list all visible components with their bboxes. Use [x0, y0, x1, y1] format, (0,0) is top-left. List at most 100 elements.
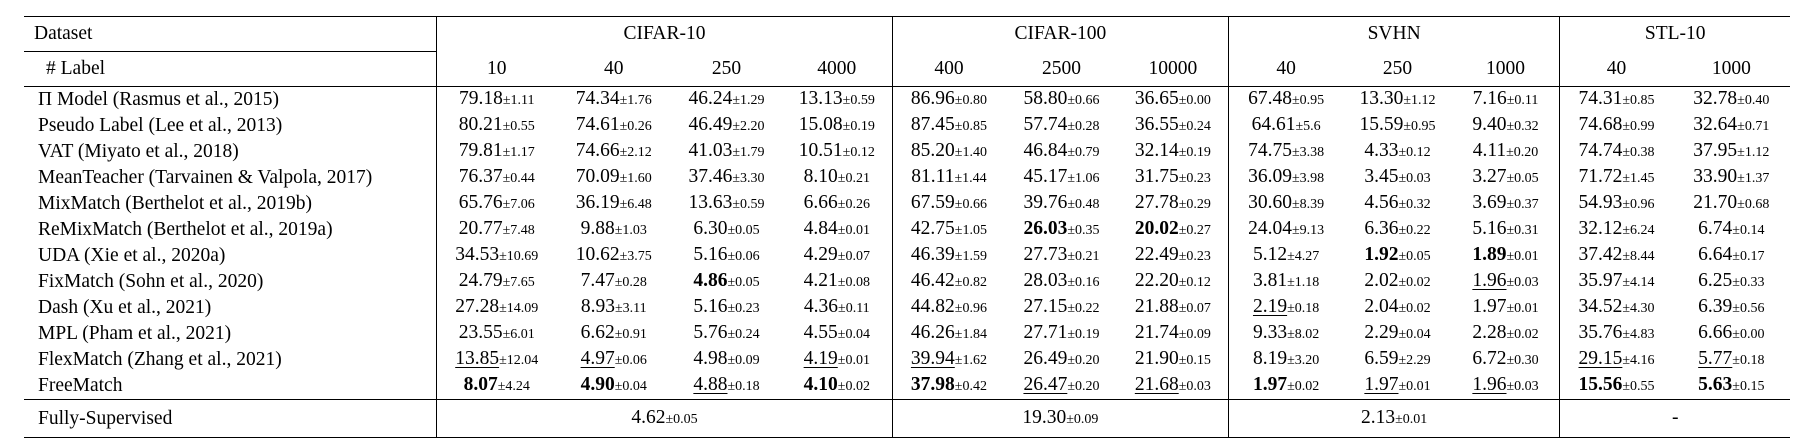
result-value: 46.49	[688, 114, 733, 135]
result-std: ±3.98	[1291, 171, 1325, 186]
result-std: ±0.35	[1067, 223, 1100, 238]
result-cell: 24.04±9.13	[1227, 217, 1344, 243]
fully-supervised-std: ±0.05	[665, 411, 698, 427]
result-cell: 21.70±0.68	[1673, 191, 1790, 217]
results-table: Dataset CIFAR-10 CIFAR-100 SVHN STL-10 #…	[24, 16, 1790, 438]
result-cell: 1.96±0.03	[1452, 269, 1560, 295]
result-std: ±2.20	[732, 119, 765, 134]
result-value: 74.34	[575, 88, 620, 109]
table-row: FlexMatch (Zhang et al., 2021) 13.85±12.0…	[24, 347, 1790, 373]
table-row: Dash (Xu et al., 2021) 27.28±14.09 8.93±3.…	[24, 295, 1790, 321]
result-value: 22.49	[1134, 244, 1179, 265]
result-std: ±0.16	[1067, 275, 1100, 290]
result-std: ±0.95	[1403, 119, 1436, 134]
result-cell: 2.02±0.02	[1343, 269, 1451, 295]
result-std: ±0.01	[837, 353, 870, 368]
result-value: 74.74	[1578, 140, 1623, 161]
result-cell: 5.77±0.18	[1673, 347, 1790, 373]
fully-supervised-value: -	[1671, 406, 1679, 428]
result-cell: 4.84±0.01	[782, 217, 893, 243]
result-cell: 5.12±4.27	[1227, 243, 1344, 269]
result-value: 37.42	[1578, 244, 1623, 265]
result-std: ±1.17	[502, 145, 535, 160]
result-value: 2.02	[1364, 270, 1399, 291]
result-value: 26.47	[1023, 374, 1068, 395]
result-std: ±0.48	[1067, 197, 1100, 212]
result-cell: 15.59±0.95	[1343, 113, 1451, 139]
result-std: ±0.11	[1506, 93, 1539, 108]
result-value: 35.97	[1578, 270, 1623, 291]
result-value: 37.95	[1693, 140, 1738, 161]
result-value: 32.14	[1134, 140, 1179, 161]
result-cell: 36.09±3.98	[1227, 165, 1344, 191]
result-std: ±0.03	[1506, 275, 1539, 290]
result-std: ±12.04	[499, 353, 539, 368]
result-value: 37.46	[688, 166, 733, 187]
result-value: 36.55	[1134, 114, 1179, 135]
result-std: ±0.19	[842, 119, 875, 134]
result-cell: 15.56±0.55	[1559, 373, 1673, 400]
result-value: 21.70	[1693, 192, 1738, 213]
result-value: 74.66	[575, 140, 620, 161]
result-value: 15.08	[798, 114, 843, 135]
result-std: ±6.24	[1622, 223, 1655, 238]
result-std: ±0.03	[1178, 379, 1211, 394]
result-cell: 36.65±0.00	[1118, 87, 1229, 114]
result-cell: 2.28±0.02	[1452, 321, 1560, 347]
result-cell: 6.64±0.17	[1673, 243, 1790, 269]
result-cell: 3.27±0.05	[1452, 165, 1560, 191]
result-value: 1.89	[1472, 244, 1507, 265]
result-cell: 3.69±0.37	[1452, 191, 1560, 217]
result-std: ±0.44	[502, 171, 535, 186]
result-cell: 27.71±0.19	[1005, 321, 1118, 347]
result-value: 24.79	[458, 270, 503, 291]
result-std: ±0.06	[727, 249, 760, 264]
result-cell: 32.12±6.24	[1559, 217, 1673, 243]
result-cell: 4.33±0.12	[1343, 139, 1451, 165]
result-std: ±1.59	[954, 249, 987, 264]
result-value: 39.76	[1023, 192, 1068, 213]
result-value: 81.11	[911, 166, 955, 187]
result-std: ±2.29	[1398, 353, 1431, 368]
label-header-cell: 10	[436, 51, 557, 87]
result-std: ±0.32	[1398, 197, 1431, 212]
result-cell: 79.18±1.11	[436, 86, 557, 113]
result-cell: 4.97±0.06	[556, 347, 671, 373]
result-std: ±14.09	[499, 301, 539, 316]
result-std: ±7.48	[502, 223, 535, 238]
result-value: 28.03	[1023, 270, 1068, 291]
result-value: 27.15	[1023, 296, 1068, 317]
result-std: ±1.12	[1403, 93, 1436, 108]
result-value: 4.88	[693, 374, 728, 395]
fully-supervised-value: 2.13	[1360, 406, 1396, 428]
result-value: 21.90	[1134, 348, 1179, 369]
result-value: 23.55	[458, 322, 503, 343]
result-cell: 85.20±1.40	[891, 139, 1006, 165]
result-value: 15.56	[1578, 374, 1623, 395]
result-cell: 45.17±1.06	[1005, 165, 1118, 191]
result-value: 31.75	[1134, 166, 1179, 187]
result-std: ±0.24	[727, 327, 760, 342]
result-std: ±4.14	[1622, 275, 1655, 290]
method-name: ReMixMatch (Berthelot et al., 2019a)	[38, 219, 333, 240]
result-std: ±0.79	[1067, 145, 1100, 160]
fully-supervised-value: 19.30	[1022, 406, 1067, 428]
result-std: ±0.02	[1398, 275, 1431, 290]
result-cell: 2.29±0.04	[1343, 321, 1451, 347]
result-cell: 57.74±0.28	[1005, 113, 1118, 139]
result-cell: 4.88±0.18	[671, 373, 782, 400]
result-value: 8.10	[803, 166, 838, 187]
result-std: ±0.38	[1622, 145, 1655, 160]
label-header-row: # Label 10 40 250 4000 400 2500 10000 40 250 1000…	[24, 51, 1790, 87]
result-cell: 37.98±0.42	[891, 373, 1006, 400]
result-std: ±0.95	[1291, 93, 1325, 108]
result-cell: 6.25±0.33	[1673, 269, 1790, 295]
result-value: 57.74	[1023, 114, 1068, 135]
result-value: 13.85	[455, 348, 500, 369]
result-cell: 37.42±8.44	[1559, 243, 1673, 269]
result-std: ±0.02	[837, 379, 870, 394]
result-cell: 32.14±0.19	[1118, 139, 1229, 165]
result-value: 13.30	[1359, 88, 1404, 109]
result-value: 20.02	[1134, 218, 1179, 239]
result-std: ±0.11	[838, 301, 870, 316]
